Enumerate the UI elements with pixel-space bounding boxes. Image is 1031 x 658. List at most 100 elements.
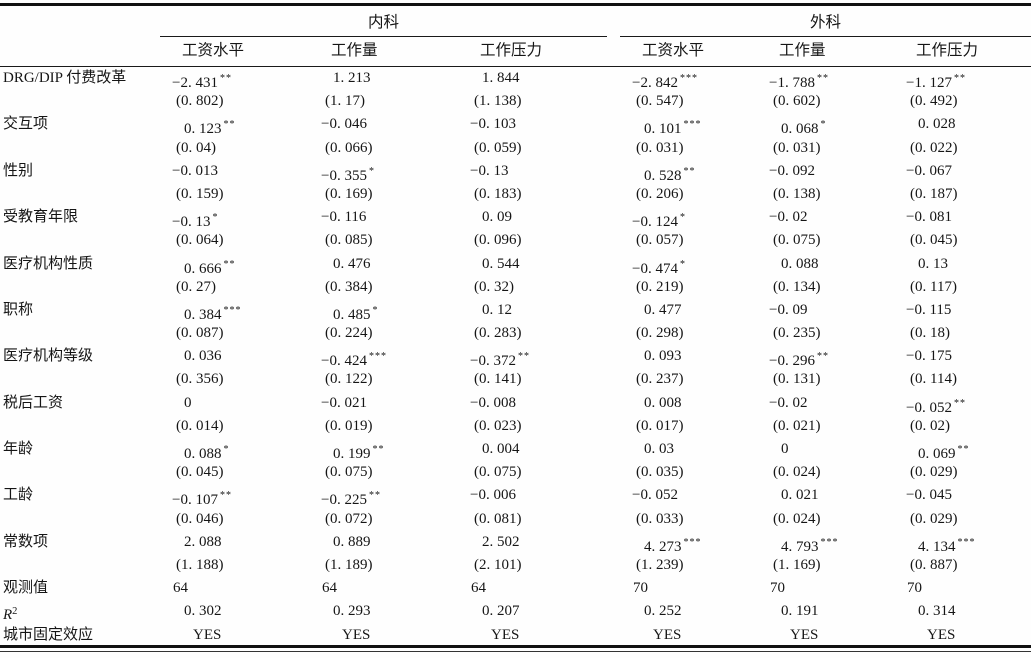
summary-row-label: 城市固定效应	[3, 626, 94, 643]
se-cell: (0. 887)	[910, 556, 958, 573]
summary-cell: YES	[342, 626, 371, 643]
table-top-rule	[0, 3, 1031, 6]
se-cell: (0. 075)	[474, 464, 522, 481]
row-label: 性别	[3, 162, 34, 179]
coef-cell: 0. 528 **	[644, 165, 696, 184]
coef-cell: −0. 355 *	[321, 165, 375, 184]
coef-cell: 0. 036	[184, 348, 222, 365]
summary-cell: 0. 293	[333, 603, 371, 620]
se-cell: (0. 159)	[176, 185, 224, 202]
se-cell: (0. 033)	[636, 510, 684, 527]
se-cell: (0. 024)	[773, 510, 821, 527]
summary-cell: 70	[770, 580, 785, 597]
coef-cell: 0. 476	[333, 255, 371, 272]
row-label: 工龄	[3, 487, 34, 504]
se-cell: (0. 802)	[176, 93, 224, 110]
se-cell: (0. 138)	[773, 185, 821, 202]
group-gap	[607, 322, 620, 345]
coef-cell: −0. 052	[632, 487, 678, 504]
row-label-empty	[0, 137, 160, 160]
se-cell: (0. 019)	[325, 417, 373, 434]
se-cell: (0. 075)	[773, 232, 821, 249]
se-cell: (1. 239)	[636, 556, 684, 573]
group-gap	[607, 554, 620, 577]
coef-cell: −0. 116	[321, 209, 367, 226]
coef-cell: −0. 115	[906, 301, 952, 318]
se-cell: (0. 356)	[176, 371, 224, 388]
coef-cell: 0. 199 **	[333, 444, 385, 462]
row-label: 医疗机构性质	[3, 255, 94, 272]
se-cell: (0. 114)	[910, 371, 957, 388]
coef-cell: −0. 372 **	[470, 351, 530, 370]
coef-cell: 0. 088 *	[184, 444, 230, 462]
se-cell: (0. 169)	[325, 185, 373, 202]
coef-cell: −0. 045	[906, 487, 952, 504]
se-cell: (0. 117)	[910, 278, 957, 295]
group-gap	[607, 90, 620, 113]
regression-table: 内科 外科 工资水平 工作量 工作压力 工资水平 工作量 工作压力 DRG/DIP 付费改革 −2…	[0, 6, 1031, 647]
group-gap	[607, 276, 620, 299]
coef-cell: −0. 052 **	[906, 397, 966, 416]
coef-cell: 0. 544	[482, 255, 520, 272]
coef-cell: 0. 13	[918, 255, 948, 272]
column-header: 工资水平	[620, 37, 757, 67]
se-cell: (0. 492)	[910, 93, 958, 110]
se-cell: (0. 122)	[325, 371, 373, 388]
row-label-empty	[0, 229, 160, 252]
se-cell: (0. 602)	[773, 93, 821, 110]
se-cell: (0. 298)	[636, 325, 684, 342]
coef-cell: −0. 124 *	[632, 212, 686, 231]
se-cell: (0. 023)	[474, 417, 522, 434]
column-header: 工资水平	[160, 37, 309, 67]
summary-cell: 70	[633, 580, 648, 597]
summary-cell: YES	[790, 626, 819, 643]
row-label: 受教育年限	[3, 209, 79, 226]
se-cell: (0. 18)	[910, 325, 950, 342]
se-cell: (0. 045)	[176, 464, 224, 481]
summary-cell: 64	[471, 580, 486, 597]
se-cell: (0. 219)	[636, 278, 684, 295]
column-header: 工作量	[309, 37, 458, 67]
group-gap	[607, 531, 620, 554]
coef-cell: −0. 081	[906, 209, 952, 226]
summary-cell: 70	[907, 580, 922, 597]
se-cell: (0. 087)	[176, 325, 224, 342]
summary-cell: 0. 207	[482, 603, 520, 620]
coef-cell: 0. 384 ***	[184, 304, 242, 323]
se-cell: (0. 27)	[176, 278, 216, 295]
se-cell: (0. 235)	[773, 325, 821, 342]
coef-cell: −0. 13	[470, 162, 509, 179]
coef-cell: 2. 088	[184, 533, 222, 550]
row-label: 职称	[3, 301, 34, 318]
coef-cell: 2. 502	[482, 533, 520, 550]
summary-cell: 0. 252	[644, 603, 682, 620]
se-cell: (0. 131)	[773, 371, 821, 388]
coef-cell: −0. 008	[470, 394, 516, 411]
coef-cell: 0. 477	[644, 301, 682, 318]
coef-cell: 0. 069 **	[918, 444, 970, 462]
coef-cell: −0. 09	[769, 301, 808, 318]
se-cell: (1. 17)	[325, 93, 365, 110]
coef-cell: −0. 13 *	[172, 212, 219, 231]
se-cell: (0. 04)	[176, 139, 216, 156]
se-cell: (0. 224)	[325, 325, 373, 342]
row-label-empty	[0, 183, 160, 206]
summary-row-label: R2	[3, 606, 18, 624]
group-gap	[607, 137, 620, 160]
coef-cell: 0. 485 *	[333, 304, 379, 323]
se-cell: (0. 017)	[636, 417, 684, 434]
group-gap	[607, 183, 620, 206]
coef-cell: 0. 889	[333, 533, 371, 550]
coef-cell: −0. 046	[321, 116, 367, 133]
se-cell: (0. 014)	[176, 417, 224, 434]
group-header-surgery: 外科	[620, 6, 1031, 37]
se-cell: (0. 547)	[636, 93, 684, 110]
group-gap	[607, 368, 620, 391]
se-cell: (0. 237)	[636, 371, 684, 388]
subheader-corner	[0, 37, 160, 67]
coef-cell: −0. 092	[769, 162, 815, 179]
se-cell: (0. 085)	[325, 232, 373, 249]
group-gap	[607, 206, 620, 229]
group-gap	[607, 438, 620, 461]
